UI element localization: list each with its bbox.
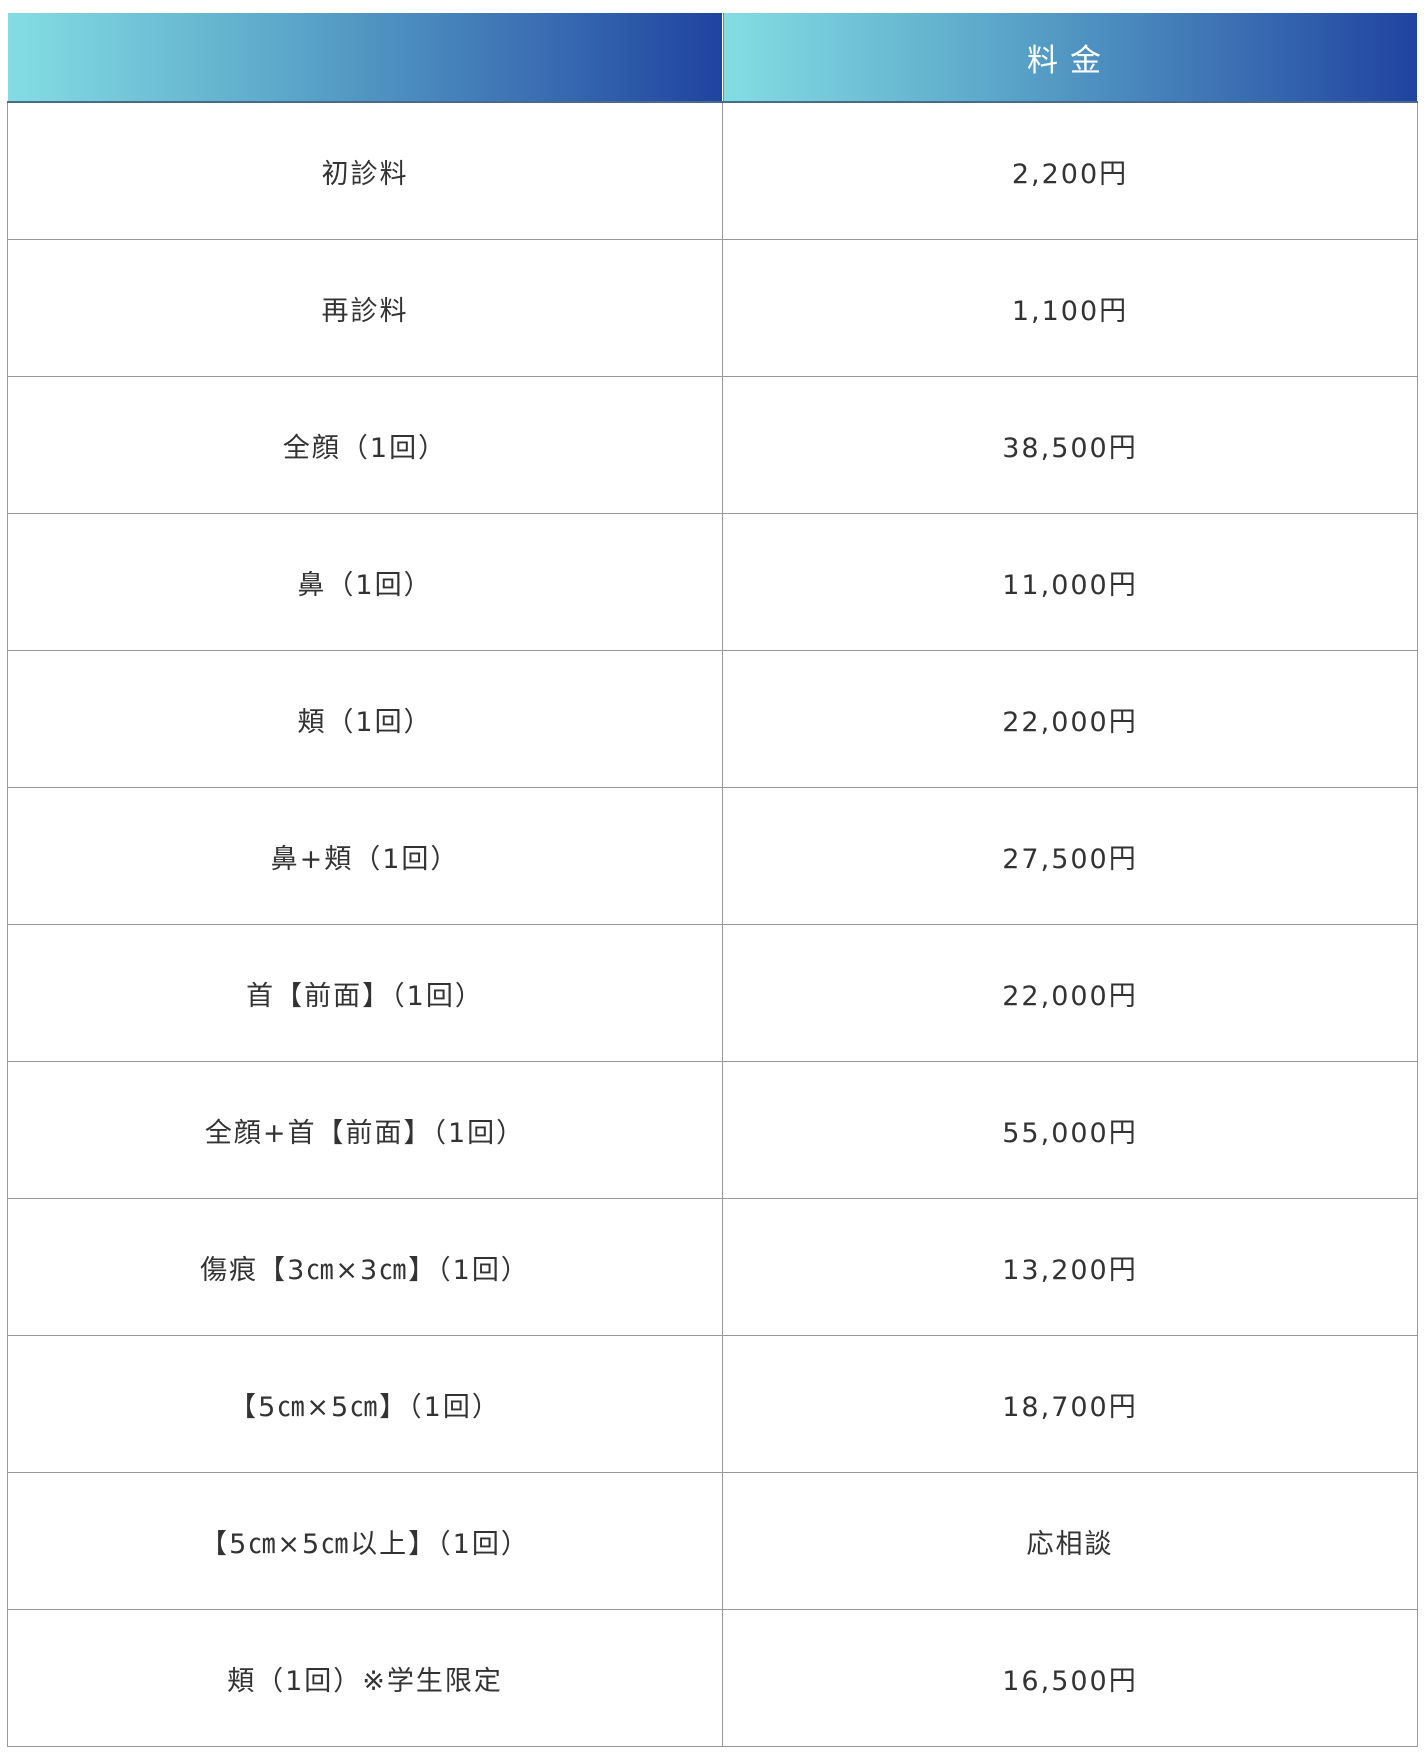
header-item xyxy=(7,13,723,103)
table-row: 初診料 2,200円 xyxy=(7,102,1418,240)
cell-item: 頬（1回）※学生限定 xyxy=(7,1609,723,1747)
cell-price: 55,000円 xyxy=(722,1061,1418,1199)
cell-price: 応相談 xyxy=(722,1472,1418,1610)
cell-item: 傷痕【3㎝×3㎝】（1回） xyxy=(7,1198,723,1336)
cell-item: 再診料 xyxy=(7,239,723,377)
cell-item: 鼻+頬（1回） xyxy=(7,787,723,925)
cell-item: 頬（1回） xyxy=(7,650,723,788)
cell-price: 2,200円 xyxy=(722,102,1418,240)
table-row: 傷痕【3㎝×3㎝】（1回） 13,200円 xyxy=(7,1198,1418,1336)
cell-price: 22,000円 xyxy=(722,924,1418,1062)
cell-item: 全顔（1回） xyxy=(7,376,723,514)
cell-item: 全顔+首【前面】（1回） xyxy=(7,1061,723,1199)
cell-item: 【5㎝×5㎝】（1回） xyxy=(7,1335,723,1473)
cell-price: 13,200円 xyxy=(722,1198,1418,1336)
table-header-row: 料金 xyxy=(7,13,1418,103)
table-row: 全顔+首【前面】（1回） 55,000円 xyxy=(7,1061,1418,1199)
table-row: 頬（1回） 22,000円 xyxy=(7,650,1418,788)
cell-price: 1,100円 xyxy=(722,239,1418,377)
table-row: 再診料 1,100円 xyxy=(7,239,1418,377)
cell-item: 【5㎝×5㎝以上】（1回） xyxy=(7,1472,723,1610)
table-row: 鼻（1回） 11,000円 xyxy=(7,513,1418,651)
cell-price: 27,500円 xyxy=(722,787,1418,925)
header-price: 料金 xyxy=(722,13,1418,103)
cell-price: 16,500円 xyxy=(722,1609,1418,1747)
table-row: 頬（1回）※学生限定 16,500円 xyxy=(7,1609,1418,1747)
cell-item: 初診料 xyxy=(7,102,723,240)
cell-price: 18,700円 xyxy=(722,1335,1418,1473)
table-row: 【5㎝×5㎝以上】（1回） 応相談 xyxy=(7,1472,1418,1610)
cell-item: 首【前面】（1回） xyxy=(7,924,723,1062)
price-table: 料金 初診料 2,200円 再診料 1,100円 全顔（1回） 38,500円 鼻（1回） 1… xyxy=(7,13,1418,1747)
cell-price: 11,000円 xyxy=(722,513,1418,651)
table-row: 【5㎝×5㎝】（1回） 18,700円 xyxy=(7,1335,1418,1473)
table-row: 鼻+頬（1回） 27,500円 xyxy=(7,787,1418,925)
cell-item: 鼻（1回） xyxy=(7,513,723,651)
cell-price: 22,000円 xyxy=(722,650,1418,788)
table-row: 全顔（1回） 38,500円 xyxy=(7,376,1418,514)
table-row: 首【前面】（1回） 22,000円 xyxy=(7,924,1418,1062)
cell-price: 38,500円 xyxy=(722,376,1418,514)
